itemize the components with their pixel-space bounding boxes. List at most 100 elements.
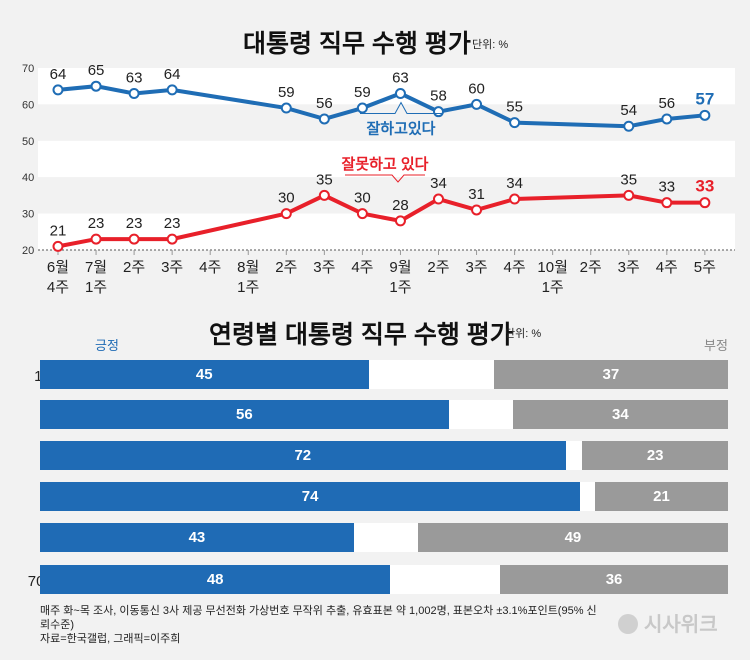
series-label-positive: 잘하고있다 xyxy=(366,120,435,138)
data-point xyxy=(318,189,330,201)
x-tick-label: 5주 xyxy=(694,259,716,276)
x-tick-label: 2주 xyxy=(123,259,145,276)
data-label: 63 xyxy=(392,69,409,86)
logo-text: 시사위크 xyxy=(644,614,718,636)
data-label: 30 xyxy=(354,190,371,207)
data-point xyxy=(394,87,406,99)
data-label: 54 xyxy=(620,102,637,119)
x-tick-label: 3주 xyxy=(465,259,487,276)
logo: 시사위크 xyxy=(618,608,718,637)
x-tick-label: 2주 xyxy=(427,259,449,276)
grid-band xyxy=(38,140,735,178)
y-tick-label: 70 xyxy=(22,63,34,75)
x-tick-label: 3주 xyxy=(161,259,183,276)
data-label: 59 xyxy=(354,84,371,101)
x-tick-label: 4주 xyxy=(504,259,526,276)
data-label: 33 xyxy=(695,177,714,196)
bar-positive: 72 xyxy=(40,441,566,470)
x-tick-label: 4주 xyxy=(656,259,678,276)
data-label: 23 xyxy=(164,215,181,232)
x-tick-label: 4주 xyxy=(199,259,221,276)
y-tick-label: 20 xyxy=(22,245,34,257)
data-point xyxy=(661,113,673,125)
grid-band xyxy=(38,104,735,141)
x-tick-label: 1주 xyxy=(389,279,411,296)
data-label: 31 xyxy=(468,186,485,203)
y-tick-label: 50 xyxy=(22,136,34,148)
x-tick-label: 4주 xyxy=(47,279,69,296)
legend-positive: 긍정 xyxy=(95,338,119,353)
bar-negative: 37 xyxy=(493,360,728,389)
footer-note: 매주 화~목 조사, 이동통신 3사 제공 무선전화 가상번호 무작위 추출, … xyxy=(40,605,597,631)
y-tick-label: 30 xyxy=(22,209,34,221)
x-tick-label: 2주 xyxy=(580,259,602,276)
footer-source: 자료=한국갤럽, 그래픽=이주희 xyxy=(40,633,181,645)
annotation-pointer xyxy=(345,174,425,183)
data-label: 56 xyxy=(316,95,333,112)
data-point xyxy=(52,84,64,96)
x-tick-label: 3주 xyxy=(618,259,640,276)
bar-row: 30대 56 34 xyxy=(0,400,750,429)
x-tick-label: 2주 xyxy=(275,259,297,276)
data-point xyxy=(433,193,444,205)
data-point xyxy=(318,113,330,125)
data-point xyxy=(623,120,635,132)
y-tick-label: 60 xyxy=(22,99,34,111)
data-label: 23 xyxy=(88,215,105,232)
line-chart-title: 대통령 직무 수행 평가 xyxy=(243,30,471,58)
data-label: 21 xyxy=(50,222,67,239)
data-point xyxy=(128,87,140,99)
bar-chart-title: 연령별 대통령 직무 수행 평가 xyxy=(209,321,513,349)
data-label: 34 xyxy=(430,175,447,192)
data-point xyxy=(433,106,444,118)
data-point xyxy=(661,197,673,209)
data-point xyxy=(356,102,368,114)
x-tick-label: 7월 xyxy=(85,259,107,276)
logo-icon xyxy=(618,614,638,634)
bar-positive: 48 xyxy=(40,565,391,594)
data-label: 56 xyxy=(658,95,675,112)
bar-row: 60대 43 49 xyxy=(0,523,750,552)
data-point xyxy=(699,197,711,209)
line-chart-unit: 단위: % xyxy=(472,39,509,51)
bar-row: 50대 74 21 xyxy=(0,482,750,511)
data-label: 63 xyxy=(126,69,143,86)
x-tick-label: 10월 xyxy=(537,259,568,276)
data-label: 35 xyxy=(316,171,333,188)
data-point xyxy=(52,240,64,252)
bar-negative: 34 xyxy=(512,400,728,429)
bar-row: 40대 72 23 xyxy=(0,441,750,470)
data-point xyxy=(471,98,483,110)
bar-positive: 43 xyxy=(40,523,354,552)
data-label: 33 xyxy=(658,179,675,196)
data-point xyxy=(128,233,140,245)
x-tick-label: 8월 xyxy=(237,259,259,276)
x-tick-label: 1주 xyxy=(85,279,107,296)
bar-row: 18~29세 45 37 xyxy=(0,360,750,389)
legend-negative: 부정 xyxy=(704,338,728,353)
data-point xyxy=(623,189,635,201)
x-tick-label: 1주 xyxy=(542,279,564,296)
data-point xyxy=(166,233,178,245)
bar-positive: 45 xyxy=(40,360,369,389)
data-label: 35 xyxy=(620,171,637,188)
data-label: 64 xyxy=(164,66,181,83)
data-point xyxy=(699,109,711,121)
series-line xyxy=(57,193,705,249)
data-point xyxy=(90,233,102,245)
bar-row: 70대 이상 48 36 xyxy=(0,565,750,594)
x-tick-label: 9월 xyxy=(389,259,411,276)
bar-negative: 21 xyxy=(595,482,728,511)
data-point xyxy=(471,204,483,216)
bar-negative: 23 xyxy=(582,441,728,470)
data-label: 65 xyxy=(88,62,105,79)
data-label: 30 xyxy=(278,190,295,207)
footer: 매주 화~목 조사, 이동통신 3사 제공 무선전화 가상번호 무작위 추출, … xyxy=(40,604,600,646)
x-tick-label: 4주 xyxy=(351,259,373,276)
data-label: 28 xyxy=(392,197,409,214)
series-label-negative: 잘못하고 있다 xyxy=(342,155,429,173)
y-tick-label: 40 xyxy=(22,172,34,184)
x-tick-label: 3주 xyxy=(313,259,335,276)
data-point xyxy=(166,84,178,96)
bar-negative: 36 xyxy=(500,565,728,594)
